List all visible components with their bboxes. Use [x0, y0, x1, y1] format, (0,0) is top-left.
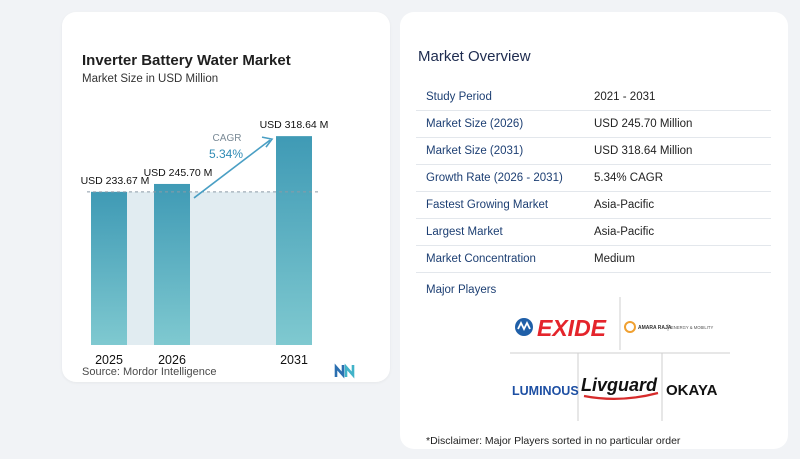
data-label: USD 245.70 M	[144, 167, 213, 179]
cagr-value: 5.34%	[209, 147, 243, 161]
x-tick-label: 2031	[280, 353, 308, 367]
major-players-label: Major Players	[426, 284, 497, 296]
bar	[91, 191, 127, 345]
overview-value: 2021 - 2031	[594, 91, 656, 103]
overview-value: Asia-Pacific	[594, 226, 655, 238]
bar-2026	[154, 183, 190, 345]
bar-2031	[276, 136, 312, 345]
major-players-logos: EXIDE AMARA RAJA ENERGY & MOBILITY LUMIN…	[510, 297, 730, 421]
data-label: USD 318.64 M	[260, 119, 329, 131]
overview-row: Fastest Growing Market Asia-Pacific	[416, 192, 771, 219]
overview-row: Market Size (2026) USD 245.70 Million	[416, 111, 771, 138]
amara-raja-tagline: ENERGY & MOBILITY	[671, 325, 713, 330]
exide-text: EXIDE	[537, 315, 607, 341]
luminous-logo: LUMINOUS	[512, 384, 579, 398]
amara-raja-emblem-icon	[624, 321, 636, 333]
livguard-text: Livguard	[581, 375, 658, 395]
overview-row: Market Size (2031) USD 318.64 Million	[416, 138, 771, 165]
disclaimer-text: *Disclaimer: Major Players sorted in no …	[426, 435, 681, 447]
bar	[276, 136, 312, 345]
livguard-logo: Livguard	[581, 375, 659, 400]
mordor-logo-icon	[334, 363, 355, 379]
overview-title: Market Overview	[418, 48, 531, 65]
chart-subtitle: Market Size in USD Million	[82, 73, 219, 85]
livguard-swoosh-icon	[583, 391, 659, 400]
overview-value: Medium	[594, 253, 635, 265]
chart-title: Inverter Battery Water Market	[82, 52, 291, 69]
overview-card: Market Overview Study Period 2021 - 2031…	[400, 12, 788, 449]
overview-value: 5.34% CAGR	[594, 172, 664, 184]
overview-key: Market Size (2031)	[426, 145, 524, 157]
data-label: USD 233.67 M	[81, 175, 150, 187]
chart-card: Inverter Battery Water Market Market Siz…	[62, 12, 390, 382]
cagr-label: CAGR	[213, 133, 242, 144]
exide-logo: EXIDE	[515, 315, 607, 341]
overview-row: Study Period 2021 - 2031	[416, 84, 771, 111]
overview-key: Study Period	[426, 91, 492, 103]
amara-raja-text: AMARA RAJA	[638, 325, 672, 331]
amara-raja-logo: AMARA RAJA ENERGY & MOBILITY	[624, 321, 713, 333]
bar	[154, 183, 190, 345]
overview-key: Fastest Growing Market	[426, 199, 549, 211]
overview-value: USD 318.64 Million	[594, 145, 693, 157]
overview-value: USD 245.70 Million	[594, 118, 693, 130]
x-tick-label: 2025	[95, 353, 123, 367]
shaded-band	[91, 191, 312, 345]
overview-key: Market Size (2026)	[426, 118, 524, 130]
okaya-logo: OKAYA	[666, 382, 718, 399]
overview-row: Market Concentration Medium	[416, 246, 771, 273]
x-tick-label: 2026	[158, 353, 186, 367]
overview-table: Study Period 2021 - 2031 Market Size (20…	[416, 84, 771, 273]
overview-key: Growth Rate (2026 - 2031)	[426, 172, 563, 184]
overview-key: Largest Market	[426, 226, 503, 238]
overview-row: Largest Market Asia-Pacific	[416, 219, 771, 246]
overview-key: Market Concentration	[426, 253, 536, 265]
cagr-arrowhead-icon	[261, 136, 274, 148]
source-text: Source: Mordor Intelligence	[82, 366, 217, 378]
bar-2025	[91, 191, 127, 345]
overview-row: Growth Rate (2026 - 2031) 5.34% CAGR	[416, 165, 771, 192]
overview-value: Asia-Pacific	[594, 199, 655, 211]
cagr-arrow	[193, 139, 271, 199]
